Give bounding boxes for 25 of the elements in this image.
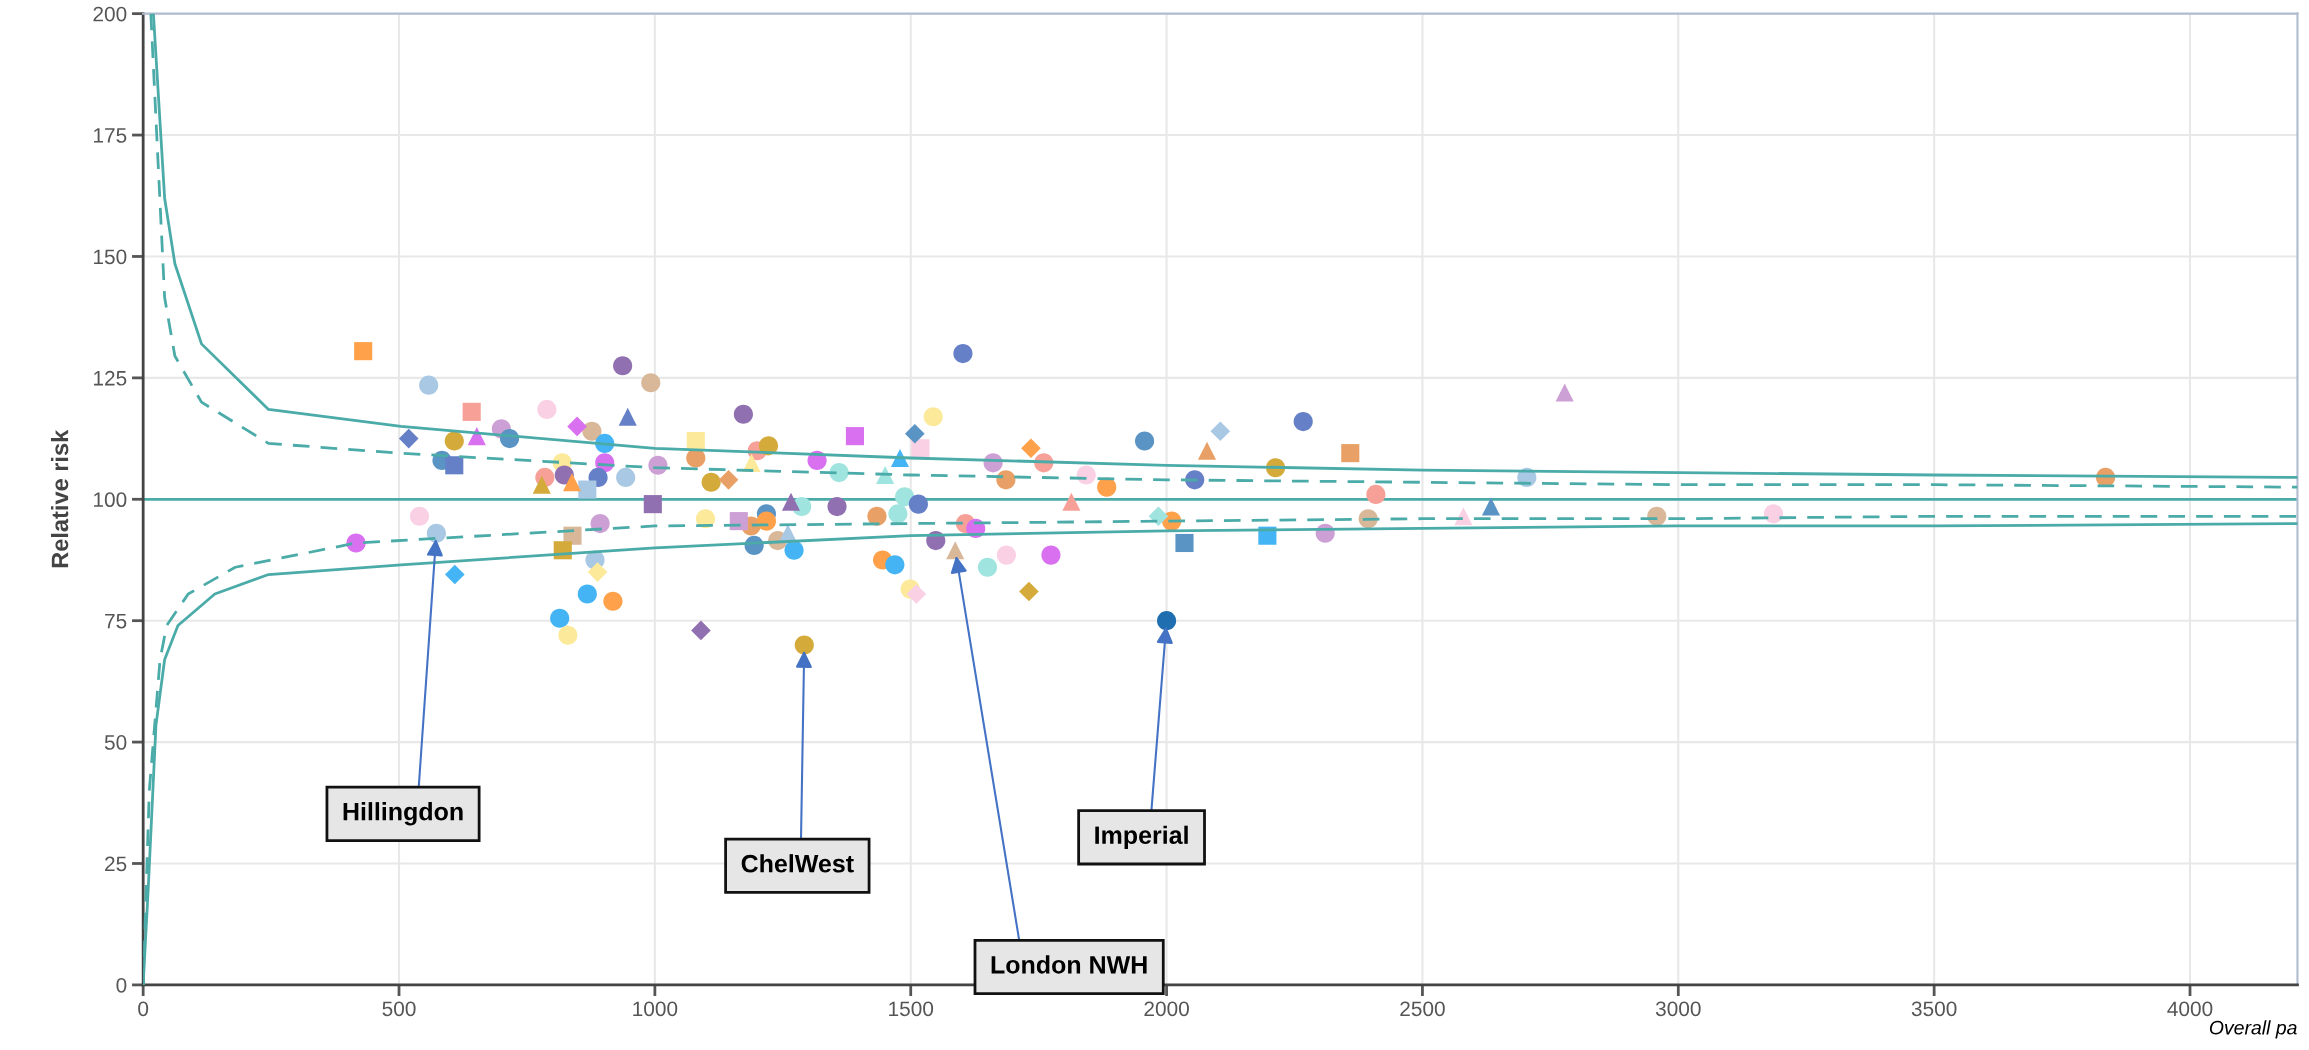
x-tick-label: 3500: [1911, 1001, 1957, 1017]
x-tick-label: 3000: [1655, 1001, 1701, 1017]
x-tick-label: 1000: [633, 1001, 678, 1017]
x-tick-label: 2500: [1400, 1001, 1445, 1017]
x-tick-label: 2000: [1144, 1001, 1189, 1017]
y-tick-label: 0: [116, 977, 127, 993]
annotation: Imperial: [1095, 825, 1188, 849]
y-tick-label: 50: [104, 735, 127, 750]
y-tick-label: 175: [94, 128, 127, 143]
annotation: Hillingdon: [343, 802, 463, 826]
y-tick-label: 100: [94, 492, 127, 508]
y-tick-label: 25: [105, 856, 127, 872]
y-tick-label: 150: [94, 249, 127, 265]
x-tick-label: 0: [138, 1001, 149, 1017]
x-axis-title: Overall pa: [2209, 1020, 2297, 1039]
x-tick-label: 500: [382, 1001, 416, 1017]
point: [1157, 611, 1177, 631]
y-tick-label: 200: [93, 6, 127, 22]
y-axis-title: Relative risk: [50, 429, 69, 568]
y-tick-label: 125: [94, 370, 127, 386]
x-tick-label: 1500: [889, 1001, 934, 1017]
x-tick-label: 4000: [2167, 1001, 2213, 1017]
annotation: London NWH: [991, 955, 1147, 974]
annotation: ChelWest: [741, 854, 854, 873]
y-tick-label: 75: [105, 613, 127, 629]
